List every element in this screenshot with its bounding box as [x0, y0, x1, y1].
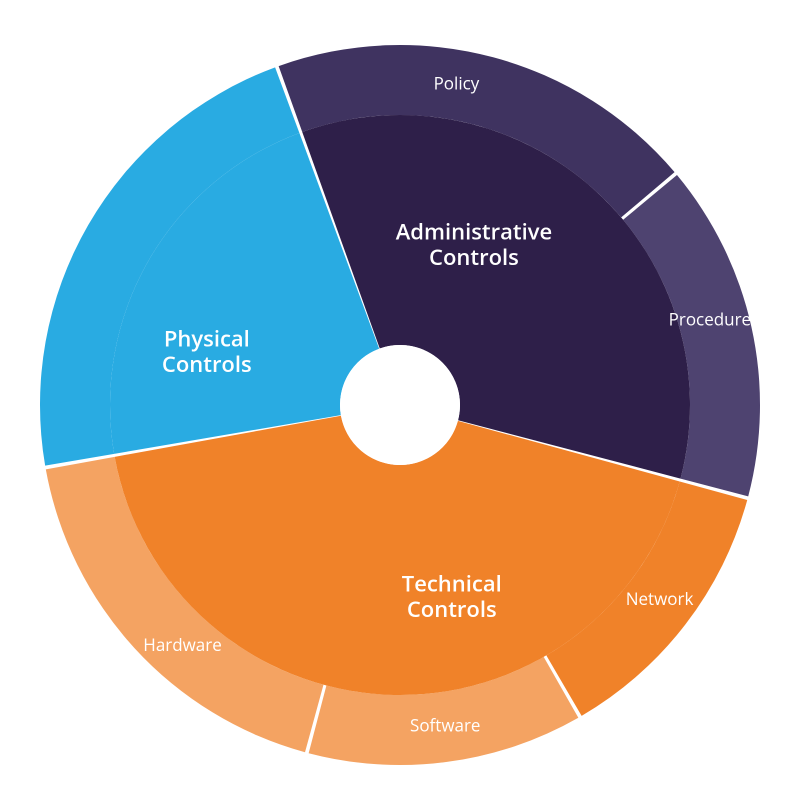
outer-label-software: Software — [410, 713, 480, 736]
inner-label-technical: TechnicalControls — [402, 568, 502, 623]
security-controls-sunburst: TechnicalControlsPhysicalControlsAdminis… — [0, 0, 801, 810]
outer-label-network: Network — [626, 587, 694, 610]
center-hole — [340, 345, 460, 465]
inner-label-physical: PhysicalControls — [162, 323, 252, 378]
outer-label-policy: Policy — [434, 71, 480, 94]
outer-label-hardware: Hardware — [143, 633, 221, 656]
outer-label-procedures: Procedures — [669, 307, 760, 330]
